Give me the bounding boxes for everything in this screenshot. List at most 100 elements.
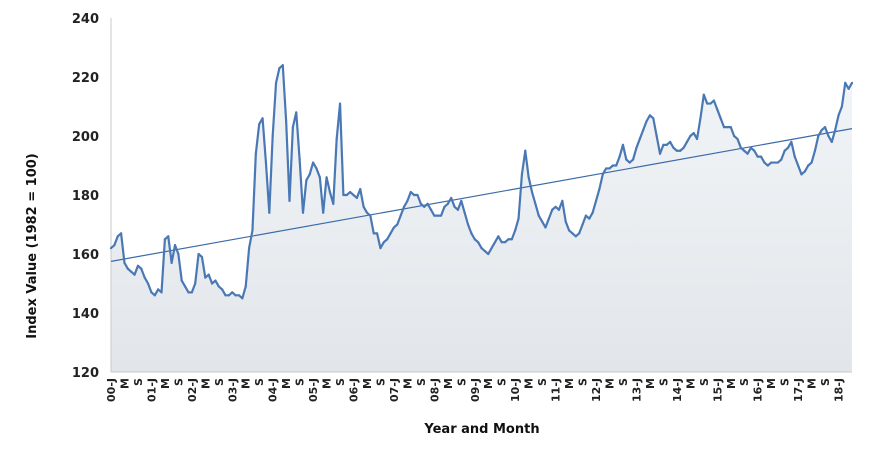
x-tick-label: M bbox=[280, 378, 293, 389]
data-point bbox=[399, 214, 402, 217]
data-point bbox=[507, 238, 510, 241]
data-point bbox=[675, 149, 678, 152]
x-tick-label: M bbox=[684, 378, 697, 389]
data-point bbox=[605, 167, 608, 170]
x-tick-label: M bbox=[725, 378, 738, 389]
data-point bbox=[298, 158, 301, 161]
data-point bbox=[722, 126, 726, 129]
data-point bbox=[200, 255, 204, 259]
data-point bbox=[800, 173, 803, 176]
data-point bbox=[591, 211, 594, 214]
x-tick-label: S bbox=[779, 378, 792, 386]
data-point bbox=[510, 238, 513, 241]
data-point bbox=[480, 247, 483, 250]
data-point bbox=[204, 276, 207, 279]
data-point bbox=[665, 143, 668, 146]
data-point bbox=[554, 205, 557, 208]
data-point bbox=[699, 117, 702, 120]
data-point bbox=[446, 202, 449, 205]
data-point bbox=[460, 199, 463, 202]
x-tick-label: M bbox=[563, 378, 576, 389]
data-point bbox=[557, 208, 561, 211]
x-tick-label: S bbox=[374, 378, 387, 386]
data-point bbox=[150, 291, 153, 294]
x-tick-label: S bbox=[657, 378, 670, 386]
data-point bbox=[311, 161, 315, 164]
data-point bbox=[308, 173, 311, 176]
y-tick-label: 180 bbox=[72, 189, 99, 204]
y-tick-label: 200 bbox=[72, 130, 99, 145]
x-tick-label: 08-J bbox=[428, 378, 441, 402]
data-point bbox=[598, 188, 601, 191]
x-tick-label: M bbox=[321, 378, 334, 389]
data-point bbox=[109, 247, 113, 250]
data-point bbox=[419, 202, 422, 205]
data-point bbox=[443, 205, 446, 208]
data-point bbox=[813, 149, 817, 152]
x-tick-label: M bbox=[765, 378, 778, 389]
y-tick-label: 140 bbox=[72, 307, 99, 322]
data-point bbox=[645, 120, 648, 123]
data-point bbox=[601, 173, 604, 176]
data-point bbox=[369, 214, 372, 217]
x-tick-label: M bbox=[523, 378, 536, 389]
data-point bbox=[123, 261, 126, 264]
data-point bbox=[227, 294, 230, 297]
data-point bbox=[652, 117, 655, 120]
data-point bbox=[116, 235, 119, 238]
data-point bbox=[608, 167, 611, 170]
data-point bbox=[642, 129, 645, 132]
x-tick-label: S bbox=[496, 378, 509, 386]
y-tick-label: 120 bbox=[72, 366, 99, 381]
data-point bbox=[726, 126, 729, 129]
data-point bbox=[382, 241, 385, 244]
data-point bbox=[345, 193, 348, 197]
data-point bbox=[578, 232, 581, 235]
data-point bbox=[315, 167, 318, 170]
data-point bbox=[146, 282, 150, 285]
data-point bbox=[386, 238, 389, 241]
data-point bbox=[537, 214, 540, 217]
data-point bbox=[850, 81, 854, 84]
data-point bbox=[254, 152, 257, 155]
data-point bbox=[500, 241, 503, 244]
data-point bbox=[322, 211, 325, 214]
data-point bbox=[817, 134, 820, 138]
data-point bbox=[786, 146, 790, 149]
data-point bbox=[709, 102, 712, 105]
data-point bbox=[352, 193, 355, 197]
x-tick-label: 15-J bbox=[711, 378, 724, 402]
data-point bbox=[396, 223, 399, 226]
data-point bbox=[288, 199, 291, 202]
data-point bbox=[180, 279, 183, 282]
data-point bbox=[234, 294, 237, 297]
data-point bbox=[588, 217, 591, 220]
data-point bbox=[224, 294, 227, 297]
y-axis-ticks: 120 140 160 180 200 220 240 bbox=[72, 12, 99, 381]
data-point bbox=[473, 238, 476, 241]
data-point bbox=[797, 164, 800, 167]
data-point bbox=[611, 164, 614, 167]
data-point bbox=[429, 208, 433, 211]
data-point bbox=[564, 220, 567, 223]
x-tick-label: 10-J bbox=[509, 378, 522, 402]
data-point bbox=[669, 140, 672, 143]
data-point bbox=[389, 232, 392, 235]
x-tick-label: 02-J bbox=[186, 378, 199, 402]
data-point bbox=[406, 199, 409, 202]
data-point bbox=[615, 164, 618, 167]
data-point bbox=[541, 220, 544, 223]
x-tick-label: S bbox=[738, 378, 751, 386]
data-point bbox=[544, 226, 547, 229]
data-point bbox=[487, 252, 490, 256]
data-point bbox=[692, 131, 695, 135]
data-point bbox=[349, 190, 352, 194]
data-point bbox=[335, 137, 338, 141]
x-tick-label: S bbox=[253, 378, 266, 386]
data-point bbox=[305, 179, 308, 182]
data-point bbox=[621, 143, 625, 146]
x-tick-label: 05-J bbox=[307, 378, 320, 402]
series-points bbox=[109, 64, 854, 300]
data-point bbox=[823, 126, 827, 129]
x-tick-label: S bbox=[213, 378, 226, 386]
